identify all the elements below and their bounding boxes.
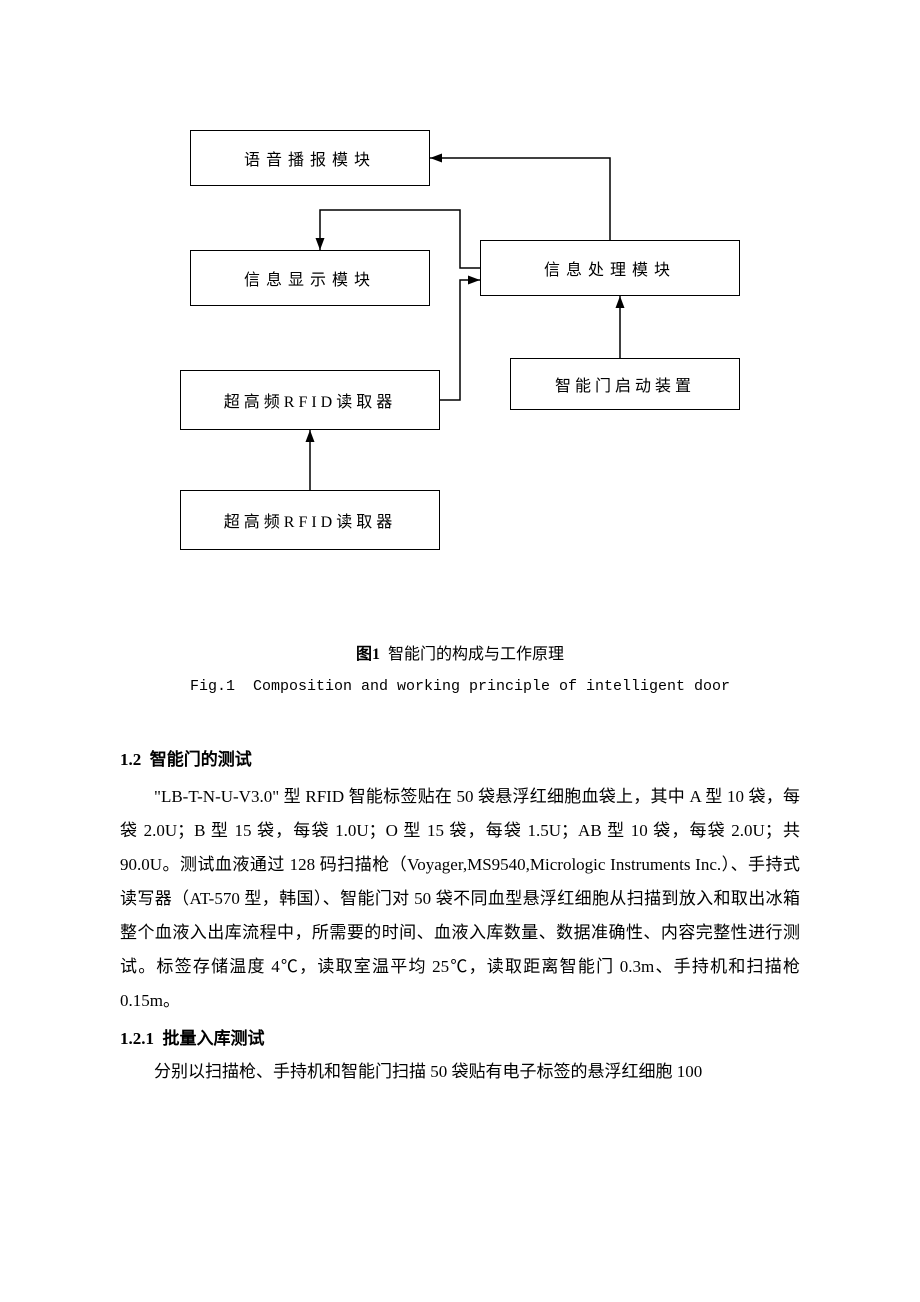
section-1-2-heading: 1.2 智能门的测试 — [120, 745, 800, 770]
node-voice: 语音播报模块 — [190, 130, 430, 186]
section-1-2-1-title: 批量入库测试 — [163, 1029, 265, 1048]
figure-label-cn: 图1 — [356, 646, 380, 663]
node-reader1: 超高频RFID读取器 — [180, 370, 440, 430]
figure-title-en: Composition and working principle of int… — [253, 678, 730, 695]
node-display-label: 信息显示模块 — [244, 266, 376, 290]
node-reader1-label: 超高频RFID读取器 — [224, 388, 396, 412]
node-starter: 智能门启动装置 — [510, 358, 740, 410]
flowchart-diagram: 语音播报模块 信息显示模块 信息处理模块 超高频RFID读取器 智能门启动装置 … — [120, 100, 800, 580]
section-1-2-1-heading: 1.2.1 批量入库测试 — [120, 1024, 800, 1049]
section-1-2-body: "LB-T-N-U-V3.0" 型 RFID 智能标签贴在 50 袋悬浮红细胞血… — [120, 780, 800, 1018]
figure-label-en: Fig.1 — [190, 678, 235, 695]
edge-reader1-proc — [440, 280, 480, 400]
node-display: 信息显示模块 — [190, 250, 430, 306]
section-1-2-1-number: 1.2.1 — [120, 1029, 154, 1048]
section-1-2-number: 1.2 — [120, 750, 141, 769]
figure-caption-en: Fig.1 Composition and working principle … — [120, 678, 800, 695]
node-starter-label: 智能门启动装置 — [555, 372, 695, 396]
node-reader2-label: 超高频RFID读取器 — [224, 508, 396, 532]
section-1-2-1-body: 分别以扫描枪、手持机和智能门扫描 50 袋贴有电子标签的悬浮红细胞 100 — [120, 1055, 800, 1089]
figure-caption-cn: 图1 智能门的构成与工作原理 — [120, 640, 800, 664]
node-proc-label: 信息处理模块 — [544, 256, 676, 280]
section-1-2-title: 智能门的测试 — [150, 750, 252, 769]
figure-title-cn: 智能门的构成与工作原理 — [388, 646, 564, 663]
edge-proc-voice — [430, 158, 610, 240]
node-voice-label: 语音播报模块 — [244, 146, 376, 170]
node-proc: 信息处理模块 — [480, 240, 740, 296]
node-reader2: 超高频RFID读取器 — [180, 490, 440, 550]
figure-caption: 图1 智能门的构成与工作原理 Fig.1 Composition and wor… — [120, 640, 800, 695]
